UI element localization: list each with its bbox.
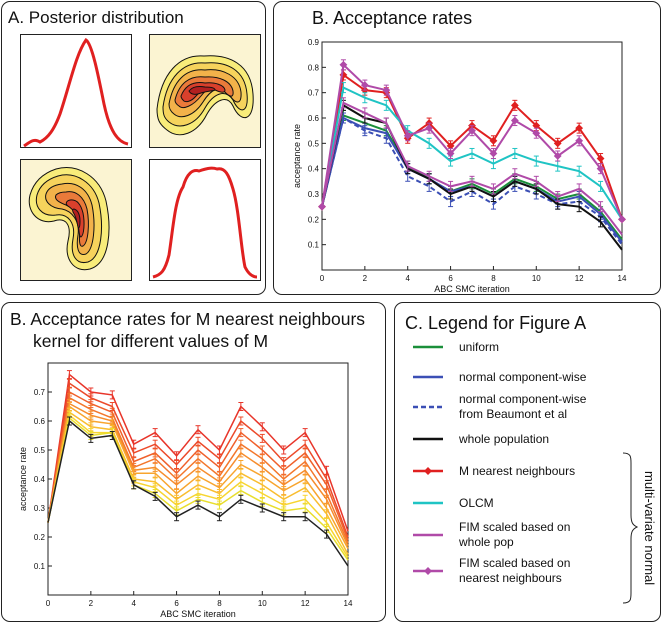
series-m1: [47, 370, 349, 532]
data-point-marker: [489, 149, 498, 158]
density-plot-1d-plateau: [149, 159, 261, 281]
data-point-marker: [510, 101, 519, 110]
y-tick-label: 0.9: [308, 38, 320, 47]
y-tick-label: 0.5: [34, 446, 46, 455]
legend-entry-label: normal component-wise: [459, 370, 587, 384]
y-tick-label: 0.4: [308, 165, 320, 174]
y-axis-label: acceptance rate: [18, 447, 28, 511]
group-bracket: [622, 452, 639, 604]
x-tick-label: 0: [46, 599, 51, 608]
x-tick-label: 6: [448, 274, 453, 283]
data-point-marker: [596, 154, 605, 163]
panel-acceptance-rates-m-nearest: B. Acceptance rates for M nearest neighb…: [1, 302, 386, 622]
x-tick-label: 8: [491, 274, 496, 283]
y-tick-label: 0.5: [308, 139, 320, 148]
panel-b1-title: B. Acceptance rates: [312, 8, 473, 28]
panel-c-title: C. Legend for Figure A: [405, 313, 587, 333]
y-tick-label: 0.4: [34, 475, 46, 484]
data-point-marker: [446, 149, 455, 158]
legend-entry-label: OLCM: [459, 496, 494, 510]
x-axis-label: ABC SMC iteration: [160, 609, 236, 619]
legend-entry-label: FIM scaled based on whole pop: [459, 520, 571, 549]
y-tick-label: 0.2: [34, 533, 46, 542]
legend-entry-label: whole population: [459, 432, 550, 446]
legend-swatch-marker: [424, 567, 432, 575]
series-m4: [47, 393, 349, 544]
series-fim-scaled-based-on-nearest-neighbours: [318, 59, 626, 224]
data-point-marker: [618, 215, 626, 224]
data-point-marker: [382, 86, 391, 95]
x-tick-label: 12: [575, 274, 584, 283]
y-tick-label: 0.7: [308, 89, 320, 98]
y-tick-label: 0.1: [308, 241, 320, 250]
x-tick-label: 10: [532, 274, 541, 283]
data-point-marker: [339, 60, 348, 69]
data-point-marker: [553, 139, 562, 148]
x-tick-label: 2: [89, 599, 94, 608]
x-tick-label: 2: [363, 274, 368, 283]
series-fim-scaled-based-on-whole-pop: [321, 97, 623, 236]
data-point-marker: [575, 124, 584, 133]
x-tick-label: 10: [258, 599, 267, 608]
y-tick-label: 0.7: [34, 388, 46, 397]
y-tick-label: 0.6: [34, 417, 46, 426]
panel-b2-title-line2: kernel for different values of M: [33, 331, 269, 351]
data-point-marker: [532, 129, 541, 138]
legend-entry-label: M nearest neighbours: [459, 464, 576, 478]
y-tick-label: 0.3: [308, 190, 320, 199]
panel-a-title: A. Posterior distribution: [8, 8, 184, 27]
panel-b2-title-line1: B. Acceptance rates for M nearest neighb…: [10, 309, 366, 329]
data-point-marker: [489, 136, 498, 145]
x-axis-label: ABC SMC iteration: [434, 284, 510, 294]
acceptance-rates-chart: 0 2 4 6 8 10 12 14 0.1 0.2 0.3 0.4 0.5 0.6 0.7 0.8 0.9 AB…: [292, 38, 627, 294]
data-point-marker: [468, 126, 476, 135]
x-tick-label: 12: [301, 599, 310, 608]
series-m6: [47, 402, 349, 549]
density-plot-2d-contour-bottom: [20, 159, 132, 281]
y-tick-label: 0.8: [308, 63, 320, 72]
y-axis-label: acceptance rate: [292, 124, 302, 188]
y-tick-label: 0.2: [308, 215, 320, 224]
data-point-marker: [403, 131, 412, 140]
legend-swatches: [413, 345, 639, 604]
panel-posterior-distribution: A. Posterior distribution: [1, 1, 266, 295]
data-point-marker: [553, 152, 562, 160]
data-point-marker: [596, 164, 605, 173]
x-tick-label: 4: [131, 599, 136, 608]
m-nearest-acceptance-chart: 0 2 4 6 8 10 12 14 0.1 0.2 0.3 0.4 0.5 0.6 0.7 ABC SMC …: [18, 362, 353, 619]
x-tick-label: 0: [320, 274, 325, 283]
series-m10: [47, 416, 349, 567]
data-point-marker: [425, 124, 434, 133]
panel-acceptance-rates: B. Acceptance rates 0 2 4 6 8 10 12 14 0.1 0.2 0.3…: [273, 1, 661, 295]
x-tick-label: 6: [174, 599, 179, 608]
density-plot-1d-peak: [20, 34, 132, 148]
legend-entry-label: normal component-wise from Beaumont et al: [459, 392, 587, 421]
data-point-marker: [510, 116, 519, 125]
legend-entry-label: uniform: [459, 340, 500, 354]
x-tick-label: 4: [405, 274, 410, 283]
legend-swatch-marker: [424, 467, 432, 475]
data-point-marker: [318, 202, 326, 211]
data-point-marker: [360, 81, 369, 89]
panel-legend: C. Legend for Figure A uniform normal com…: [394, 302, 661, 622]
density-plot-2d-contour-top: [149, 34, 261, 148]
data-point-marker: [575, 136, 584, 145]
y-tick-label: 0.3: [34, 504, 46, 513]
y-tick-label: 0.6: [308, 114, 320, 123]
x-tick-label: 8: [217, 599, 222, 608]
x-tick-label: 14: [344, 599, 353, 608]
y-tick-label: 0.1: [34, 562, 46, 571]
legend-group-label: multi-variate normal: [642, 471, 657, 586]
legend-entry-label: FIM scaled based on nearest neighbours: [459, 556, 571, 585]
x-tick-label: 14: [618, 274, 627, 283]
